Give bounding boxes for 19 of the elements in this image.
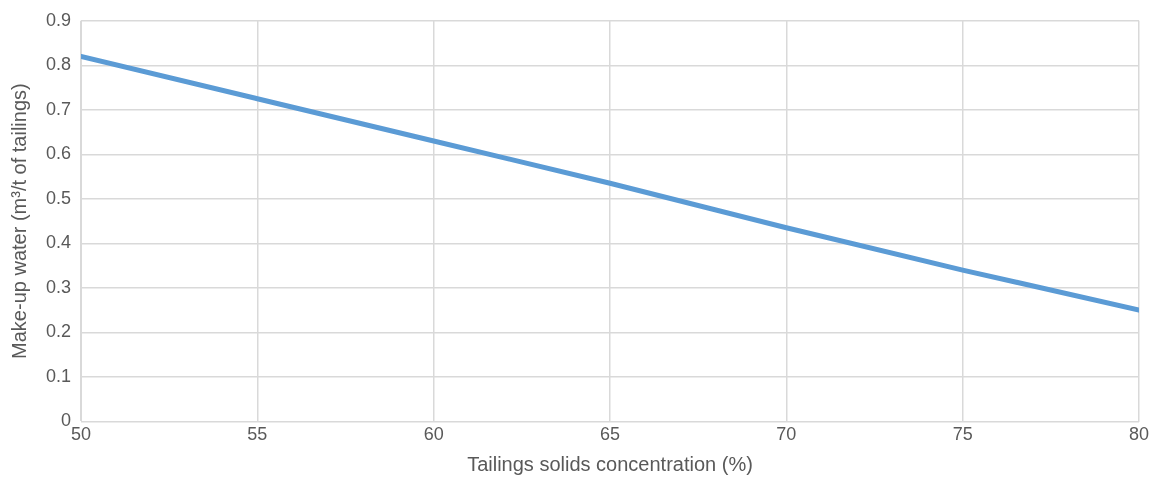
y-tick-label: 0.7 <box>45 98 72 119</box>
x-tick-label: 80 <box>1128 424 1150 445</box>
y-tick-label: 0.5 <box>45 187 72 208</box>
x-tick-label: 75 <box>952 424 973 445</box>
y-tick-label: 0.4 <box>45 232 72 253</box>
x-tick-label: 60 <box>423 424 444 445</box>
y-axis-title: Make-up water (m³/t of tailings) <box>7 83 30 359</box>
x-axis-title: Tailings solids concentration (%) <box>467 452 753 475</box>
y-tick-label: 0.9 <box>45 9 72 30</box>
x-tick-label: 55 <box>247 424 268 445</box>
y-tick-label: 0.8 <box>45 54 72 75</box>
y-tick-label: 0 <box>61 410 72 431</box>
y-tick-label: 0.2 <box>45 321 72 342</box>
x-tick-label: 70 <box>776 424 797 445</box>
y-tick-label: 0.6 <box>45 143 72 164</box>
x-tick-label: 65 <box>600 424 621 445</box>
y-tick-label: 0.1 <box>45 365 72 386</box>
x-tick-label: 50 <box>71 424 92 445</box>
y-tick-label: 0.3 <box>45 276 72 297</box>
